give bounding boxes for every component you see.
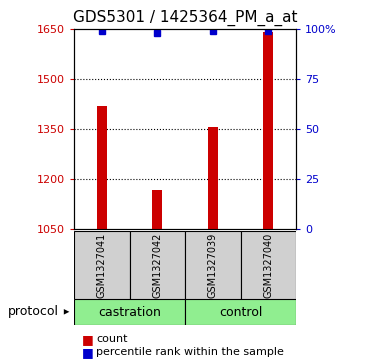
Text: GSM1327041: GSM1327041 (97, 232, 107, 298)
Text: castration: castration (98, 306, 161, 319)
Text: protocol: protocol (7, 305, 58, 318)
Bar (185, 299, 296, 325)
Text: GSM1327039: GSM1327039 (208, 232, 218, 298)
Text: ■: ■ (81, 346, 93, 359)
Bar (240, 231, 296, 299)
Text: percentile rank within the sample: percentile rank within the sample (96, 347, 284, 357)
Bar (130, 231, 185, 299)
Text: control: control (219, 306, 262, 319)
Bar (74, 299, 185, 325)
Text: count: count (96, 334, 128, 344)
Bar (152, 191, 162, 229)
Bar (74, 231, 130, 299)
Text: ■: ■ (81, 333, 93, 346)
Bar (208, 127, 218, 229)
Text: GSM1327040: GSM1327040 (263, 232, 273, 298)
Text: GSM1327042: GSM1327042 (152, 232, 162, 298)
Title: GDS5301 / 1425364_PM_a_at: GDS5301 / 1425364_PM_a_at (73, 10, 297, 26)
Bar (97, 106, 107, 229)
Bar (185, 231, 240, 299)
Bar (263, 32, 273, 229)
